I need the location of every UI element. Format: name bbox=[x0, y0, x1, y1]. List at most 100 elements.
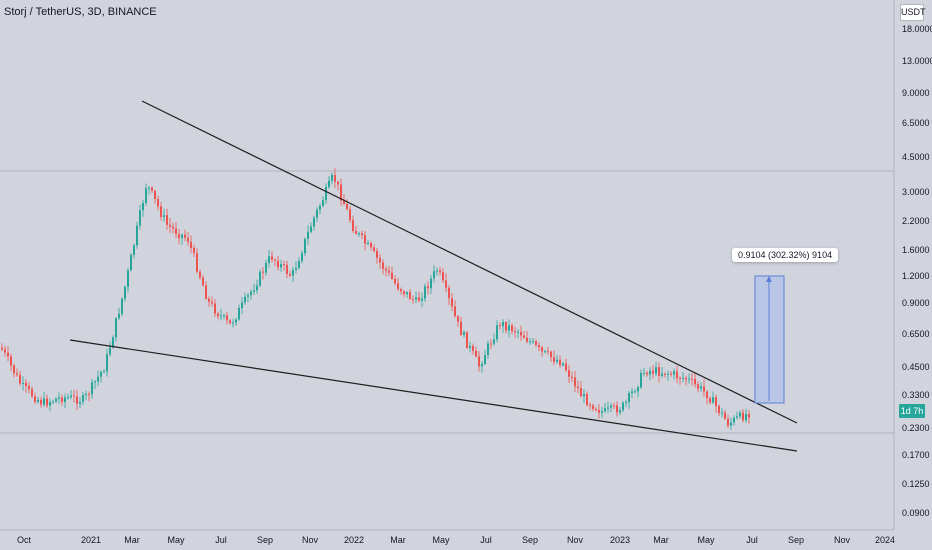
candle-body bbox=[22, 382, 24, 384]
candle-body bbox=[682, 377, 684, 379]
candle-body bbox=[409, 292, 411, 300]
x-axis-labels: Oct 2021 Mar May Jul Sep Nov 2022 Mar May Jul Sep No… bbox=[17, 535, 895, 545]
candle-body bbox=[382, 262, 384, 269]
candle-body bbox=[151, 187, 153, 191]
x-tick-label: May bbox=[697, 535, 715, 545]
candle-body bbox=[517, 331, 519, 333]
candle-body bbox=[121, 298, 123, 314]
candle-body bbox=[175, 228, 177, 235]
x-tick-label: May bbox=[167, 535, 185, 545]
y-tick-label: 9.0000 bbox=[902, 88, 930, 98]
candle-body bbox=[202, 277, 204, 286]
x-tick-label: May bbox=[432, 535, 450, 545]
candle-body bbox=[625, 402, 627, 404]
candle-body bbox=[400, 289, 402, 292]
candle-body bbox=[199, 271, 201, 278]
candle-body bbox=[352, 220, 354, 232]
candle-body bbox=[562, 363, 564, 366]
x-tick-label: Mar bbox=[653, 535, 669, 545]
candle-body bbox=[310, 226, 312, 232]
candle-body bbox=[283, 264, 285, 266]
y-tick-label: 0.9000 bbox=[902, 298, 930, 308]
candle-body bbox=[103, 371, 105, 373]
candle-body bbox=[448, 287, 450, 299]
candle-body bbox=[454, 306, 456, 317]
y-tick-label: 4.5000 bbox=[902, 152, 930, 162]
candle-body bbox=[397, 283, 399, 290]
x-tick-label: 2022 bbox=[344, 535, 364, 545]
candle-body bbox=[706, 391, 708, 399]
candle-body bbox=[253, 290, 255, 292]
candle-body bbox=[652, 370, 654, 374]
candle-body bbox=[538, 345, 540, 348]
candle-body bbox=[358, 233, 360, 235]
candle-body bbox=[337, 181, 339, 185]
candle-body bbox=[553, 357, 555, 362]
x-tick-label: Sep bbox=[522, 535, 538, 545]
candle-body bbox=[649, 370, 651, 375]
candle-body bbox=[502, 322, 504, 327]
y-tick-label: 2.2000 bbox=[902, 216, 930, 226]
candle-body bbox=[238, 308, 240, 320]
candle-body bbox=[631, 391, 633, 394]
candle-body bbox=[55, 398, 57, 402]
candle-body bbox=[403, 291, 405, 295]
candle-body bbox=[322, 200, 324, 206]
price-axis[interactable] bbox=[894, 0, 932, 550]
y-tick-label: 0.3300 bbox=[902, 390, 930, 400]
candle-body bbox=[307, 231, 309, 239]
candle-body bbox=[745, 413, 747, 421]
candle-body bbox=[385, 268, 387, 271]
candle-body bbox=[457, 316, 459, 322]
candle-body bbox=[427, 286, 429, 289]
candle-body bbox=[595, 408, 597, 410]
candle-body bbox=[130, 254, 132, 271]
candle-body bbox=[532, 341, 534, 343]
candle-body bbox=[154, 190, 156, 200]
measure-label: 0.9104 (302.32%) 9104 bbox=[732, 248, 839, 262]
candle-body bbox=[718, 405, 720, 414]
y-tick-label: 3.0000 bbox=[902, 187, 930, 197]
candle-body bbox=[481, 364, 483, 367]
candle-body bbox=[208, 298, 210, 302]
candle-body bbox=[211, 301, 213, 304]
candle-body bbox=[187, 237, 189, 242]
candle-body bbox=[643, 372, 645, 374]
candle-body bbox=[136, 225, 138, 246]
candle-body bbox=[25, 382, 27, 386]
countdown-badge: 1d 7h bbox=[899, 404, 925, 418]
x-tick-label: Nov bbox=[834, 535, 851, 545]
x-tick-label: 2021 bbox=[81, 535, 101, 545]
candle-body bbox=[466, 332, 468, 348]
candle-body bbox=[43, 398, 45, 405]
y-tick-label: 0.0900 bbox=[902, 508, 930, 518]
candle-body bbox=[394, 278, 396, 284]
candle-body bbox=[622, 402, 624, 411]
candle-body bbox=[70, 395, 72, 398]
candle-body bbox=[124, 286, 126, 299]
candle-body bbox=[19, 374, 21, 384]
candle-body bbox=[232, 322, 234, 324]
y-tick-label: 1.2000 bbox=[902, 271, 930, 281]
candle-body bbox=[607, 407, 609, 409]
upper-trendline[interactable] bbox=[141, 100, 798, 424]
candle-body bbox=[166, 215, 168, 225]
candle-body bbox=[478, 356, 480, 367]
candle-body bbox=[160, 206, 162, 217]
candle-body bbox=[700, 386, 702, 389]
candle-body bbox=[244, 296, 246, 303]
candle-body bbox=[664, 373, 666, 375]
candle-body bbox=[424, 286, 426, 299]
x-tick-label: Jul bbox=[215, 535, 227, 545]
candle-body bbox=[583, 393, 585, 397]
candle-body bbox=[286, 264, 288, 275]
candle-body bbox=[499, 325, 501, 327]
candle-body bbox=[574, 377, 576, 387]
currency-button[interactable]: USDT bbox=[900, 4, 926, 21]
candle-body bbox=[34, 396, 36, 402]
candle-body bbox=[655, 367, 657, 374]
lower-trendline[interactable] bbox=[69, 339, 798, 452]
candle-body bbox=[661, 373, 663, 376]
candle-body bbox=[247, 295, 249, 297]
